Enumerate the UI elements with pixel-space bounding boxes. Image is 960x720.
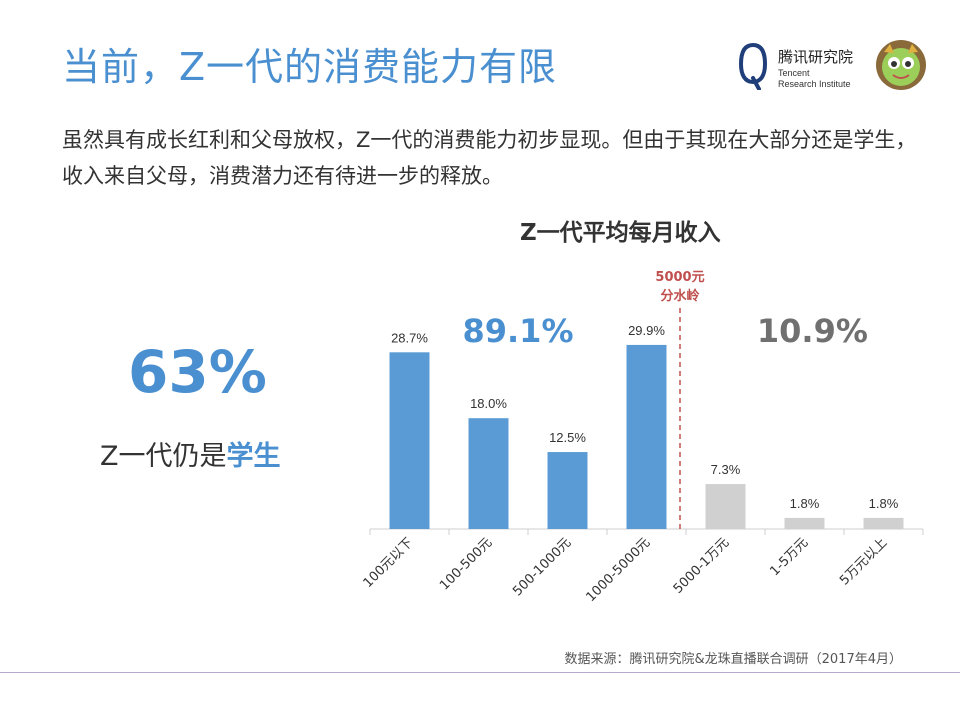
logo-english-line1: Tencent [778,68,810,78]
bar-4 [705,484,746,529]
bar-value-label-5: 1.8% [790,496,820,511]
bar-1 [468,418,509,529]
bar-value-label-3: 29.9% [628,323,665,338]
bar-0 [389,352,430,529]
logo-name: 腾讯研究院 [778,48,854,66]
student-label-highlight: 学生 [226,441,281,472]
group-total-low-income: 89.1% [462,312,573,350]
tencent-q-logo-icon [738,42,768,90]
divider-label-line1: 5000元 [655,270,704,285]
page-title: 当前，Z一代的消费能力有限 [62,45,558,89]
bar-value-label-2: 12.5% [549,430,586,445]
logo-english: Tencent Research Institute [778,68,851,90]
mascot-avatar-icon [876,40,926,90]
category-label-3: 1000-5000元 [583,535,653,605]
source-note: 数据来源：腾讯研究院&龙珠直播联合调研（2017年4月） [564,652,903,667]
category-label-1: 100-500元 [437,535,495,593]
divider-label-line2: 分水岭 [660,288,699,304]
bar-value-label-4: 7.3% [711,462,741,477]
bar-2 [547,452,588,529]
student-label: Z一代仍是学生 [100,434,281,473]
student-percent: 63% [128,338,267,406]
student-label-prefix: Z一代仍是 [100,441,227,472]
footer-divider [0,672,960,673]
bar-value-label-1: 18.0% [470,396,507,411]
category-label-2: 500-1000元 [510,535,574,599]
chart-title: Z一代平均每月收入 [520,220,721,246]
bar-3 [626,344,667,529]
category-label-6: 5万元以上 [837,535,890,588]
bar-6 [863,517,904,529]
group-total-high-income: 10.9% [757,312,868,350]
category-label-4: 5000-1万元 [671,535,733,597]
logo-english-line2: Research Institute [778,79,851,89]
bar-value-label-0: 28.7% [391,330,428,345]
tencent-research-logo: 腾讯研究院 Tencent Research Institute [738,40,928,102]
intro-text: 虽然具有成长红利和父母放权，Z一代的消费能力初步显现。但由于其现在大部分还是学生… [62,128,917,188]
income-bar-chart: 28.7% 100元以下 18.0% 100-500元 12.5% 500-1000元 29… [361,270,924,605]
bar-value-label-6: 1.8% [869,496,899,511]
category-label-0: 100元以下 [361,535,417,591]
category-label-5: 1-5万元 [767,535,811,579]
bar-5 [784,517,825,529]
